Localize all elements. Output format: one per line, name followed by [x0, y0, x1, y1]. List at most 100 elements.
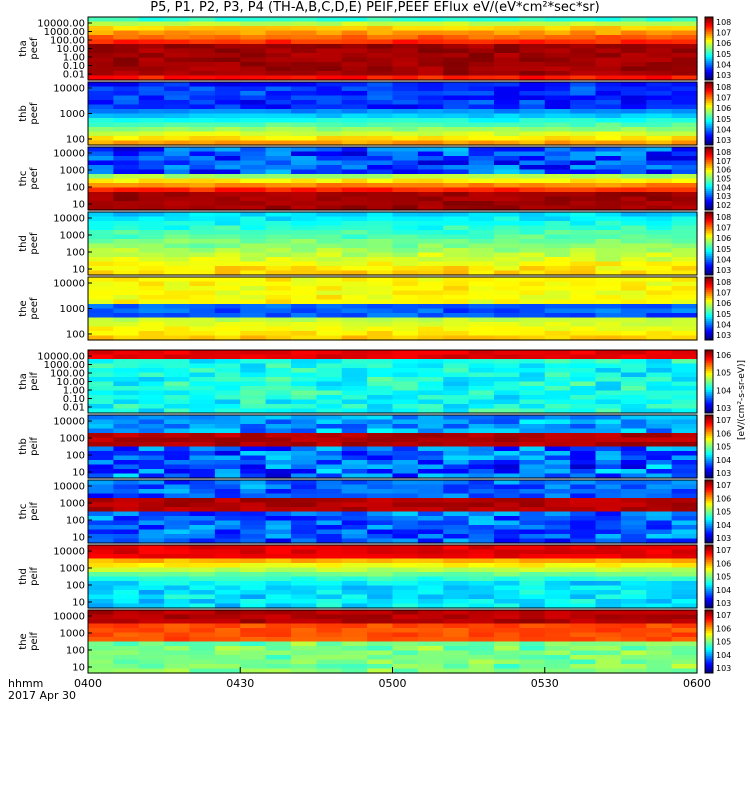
heatmap-cell — [214, 558, 241, 564]
heatmap-cell — [189, 104, 216, 110]
heatmap-cell — [88, 395, 114, 401]
heatmap-cell — [189, 326, 216, 332]
heatmap-cell — [620, 39, 647, 45]
colorbar-segment — [705, 42, 713, 45]
heatmap-cell — [240, 62, 267, 68]
heatmap-cell — [316, 545, 343, 551]
heatmap-cell — [468, 313, 495, 319]
heatmap-cell — [138, 451, 165, 457]
heatmap-cell — [113, 390, 140, 396]
heatmap-cell — [468, 363, 495, 369]
heatmap-cell — [620, 359, 647, 365]
heatmap-cell — [519, 399, 546, 405]
heatmap-cell — [443, 174, 470, 180]
heatmap-cell — [646, 66, 673, 72]
heatmap-cell — [620, 529, 647, 535]
heatmap-cell — [468, 48, 495, 54]
heatmap-cell — [646, 650, 673, 656]
heatmap-cell — [570, 257, 597, 263]
heatmap-cell — [544, 53, 571, 59]
heatmap-cell — [443, 178, 470, 184]
heatmap-cell — [519, 331, 546, 337]
heatmap-cell — [240, 455, 267, 461]
heatmap-cell — [494, 71, 520, 77]
heatmap-cell — [164, 428, 191, 434]
heatmap-cell — [138, 628, 165, 634]
colorbar-segment — [705, 100, 713, 104]
heatmap-cell — [494, 243, 520, 249]
colorbar-segment — [705, 161, 713, 165]
heatmap-cell — [138, 322, 165, 328]
heatmap-cell — [367, 196, 394, 202]
heatmap-cell — [265, 100, 292, 106]
heatmap-cell — [443, 140, 470, 146]
heatmap-cell — [671, 502, 698, 508]
heatmap-cell — [620, 100, 647, 106]
heatmap-cell — [164, 151, 191, 157]
heatmap-cell — [519, 160, 546, 166]
heatmap-cell — [468, 502, 495, 508]
heatmap-cell — [291, 664, 317, 670]
heatmap-cell — [316, 363, 343, 369]
heatmap-cell — [646, 614, 673, 620]
ytick-label: 1000 — [60, 166, 85, 177]
heatmap-cell — [646, 53, 673, 59]
heatmap-cell — [214, 104, 241, 110]
heatmap-cell — [214, 30, 241, 36]
heatmap-cell — [494, 35, 520, 41]
heatmap-cell — [88, 136, 114, 142]
heatmap-cell — [341, 538, 368, 544]
heatmap-cell — [468, 131, 495, 137]
heatmap-cell — [138, 281, 165, 287]
heatmap-cell — [214, 451, 241, 457]
heatmap-cell — [240, 299, 267, 305]
heatmap-cell — [214, 646, 241, 652]
heatmap-cell — [443, 599, 470, 605]
heatmap-cell — [291, 632, 317, 638]
heatmap-cell — [671, 637, 698, 643]
heatmap-cell — [570, 178, 597, 184]
heatmap-cell — [189, 498, 216, 504]
heatmap-cell — [367, 516, 394, 522]
heatmap-cell — [113, 39, 140, 45]
heatmap-cell — [392, 174, 419, 180]
heatmap-cell — [443, 156, 470, 162]
heatmap-cell — [519, 165, 546, 171]
ytick-label: 10 — [72, 265, 85, 276]
heatmap-cell — [189, 350, 216, 356]
heatmap-cell — [494, 192, 520, 198]
heatmap-cell — [544, 290, 571, 296]
heatmap-cell — [519, 549, 546, 555]
heatmap-cell — [417, 563, 444, 569]
heatmap-cell — [443, 17, 470, 23]
heatmap-cell — [316, 317, 343, 323]
heatmap-cell — [138, 428, 165, 434]
heatmap-cell — [468, 140, 495, 146]
heatmap-cell — [544, 493, 571, 499]
heatmap-cell — [189, 286, 216, 292]
heatmap-cell — [646, 399, 673, 405]
heatmap-cell — [164, 326, 191, 332]
xtick-label: 0430 — [226, 677, 254, 690]
heatmap-cell — [138, 619, 165, 625]
heatmap-cell — [113, 545, 140, 551]
heatmap-cell — [519, 183, 546, 189]
colorbar-tick-label: 103 — [716, 331, 731, 340]
colorbar-segment — [705, 136, 713, 140]
heatmap-cell — [265, 549, 292, 555]
heatmap-cell — [392, 455, 419, 461]
colorbar-segment — [705, 165, 713, 169]
colorbar-segment — [705, 277, 713, 280]
heatmap-cell — [341, 196, 368, 202]
heatmap-cell — [265, 192, 292, 198]
heatmap-cell — [138, 252, 165, 258]
heatmap-cell — [265, 216, 292, 222]
heatmap-cell — [519, 266, 546, 272]
heatmap-cell — [646, 136, 673, 142]
heatmap-cell — [214, 549, 241, 555]
heatmap-cell — [367, 187, 394, 193]
heatmap-cell — [595, 668, 622, 674]
heatmap-cell — [341, 516, 368, 522]
heatmap-cell — [443, 603, 470, 609]
